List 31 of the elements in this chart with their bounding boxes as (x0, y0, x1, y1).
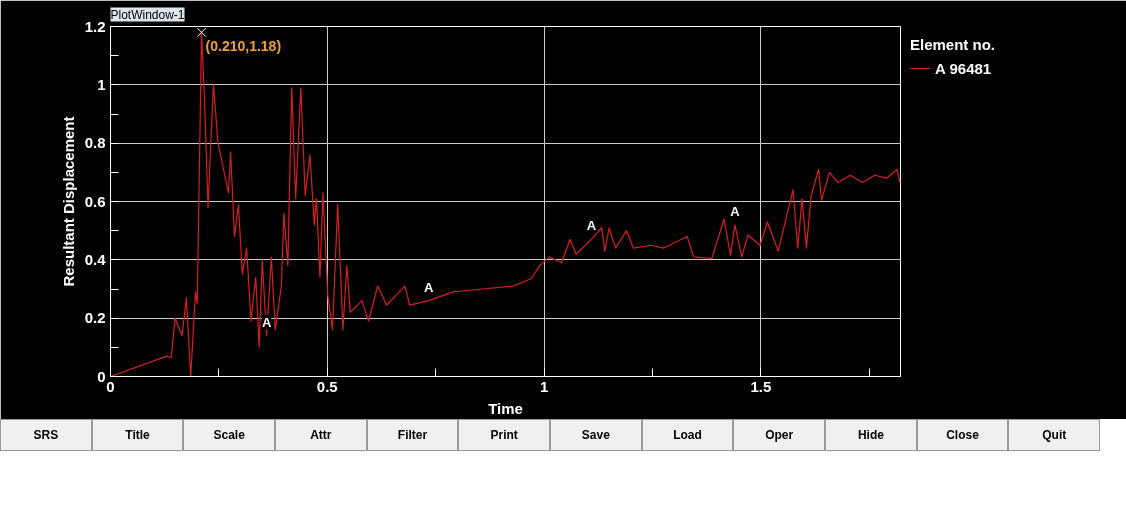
y-axis-title: Resultant Displacement (59, 116, 77, 287)
text: Print (458, 419, 551, 451)
x-axis-title: Time (488, 399, 523, 417)
text: SRS (0, 419, 92, 451)
text: Filter (366, 419, 459, 451)
x-tick-label: 1 (539, 377, 549, 395)
x-tick-label: 0.5 (316, 377, 338, 395)
annotation: A (730, 203, 741, 219)
legend-title: Element no. (910, 36, 996, 53)
annotation: A (586, 218, 597, 234)
annotation: (0.210,1.18) (205, 38, 282, 55)
text: Scale (183, 419, 276, 451)
y-tick-label: 1.2 (84, 17, 106, 35)
y-tick-label: 0.4 (84, 250, 107, 268)
text: Quit (1008, 419, 1101, 451)
annotation: A (261, 314, 272, 330)
chart-title: PlotWindow-1 (110, 7, 185, 22)
y-tick-label: 0.8 (84, 134, 106, 152)
annotation: A (424, 279, 435, 295)
text: Hide (825, 419, 917, 451)
text: Oper (733, 419, 826, 451)
x-tick-label: 1.5 (750, 377, 772, 395)
text: Close (916, 419, 1009, 451)
y-tick-label: 1 (97, 75, 106, 93)
legend-label: A 96481 (935, 59, 992, 77)
y-tick-label: 0.2 (84, 309, 106, 327)
text: Load (641, 419, 734, 451)
y-tick-label: 0.6 (84, 192, 106, 210)
text: Save (550, 419, 642, 451)
text: Attr (275, 419, 367, 451)
text: Title (91, 419, 184, 451)
